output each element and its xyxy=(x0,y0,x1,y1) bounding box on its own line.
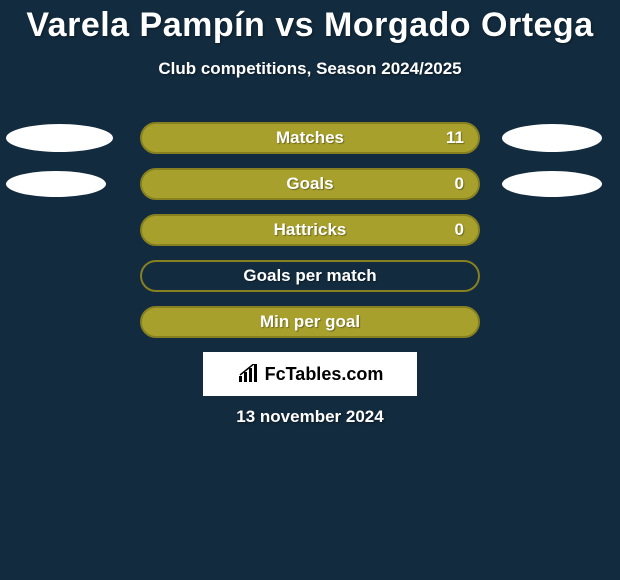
stat-bar: Hattricks 0 xyxy=(140,214,480,246)
right-ellipse xyxy=(502,171,602,197)
right-ellipse xyxy=(502,124,602,152)
logo-box: FcTables.com xyxy=(203,352,417,396)
stats-rows: Matches 11 Goals 0 Hattricks 0 Goals per… xyxy=(0,122,620,352)
stat-row-goals: Goals 0 xyxy=(0,168,620,200)
stat-bar: Matches 11 xyxy=(140,122,480,154)
stat-value: 0 xyxy=(455,220,464,240)
page-title: Varela Pampín vs Morgado Ortega xyxy=(0,0,620,45)
stat-row-goals-per-match: Goals per match xyxy=(0,260,620,292)
stat-bar: Min per goal xyxy=(140,306,480,338)
stat-bar: Goals per match xyxy=(140,260,480,292)
stat-value: 0 xyxy=(455,174,464,194)
stat-label: Min per goal xyxy=(260,312,360,332)
stat-row-hattricks: Hattricks 0 xyxy=(0,214,620,246)
date-label: 13 november 2024 xyxy=(0,407,620,427)
stat-label: Matches xyxy=(276,128,344,148)
stat-label: Goals per match xyxy=(243,266,376,286)
stat-row-matches: Matches 11 xyxy=(0,122,620,154)
left-ellipse xyxy=(6,171,106,197)
left-ellipse xyxy=(6,124,113,152)
subtitle: Club competitions, Season 2024/2025 xyxy=(0,59,620,79)
chart-icon xyxy=(237,364,261,384)
stat-bar: Goals 0 xyxy=(140,168,480,200)
logo-text: FcTables.com xyxy=(265,364,384,385)
stat-label: Hattricks xyxy=(274,220,347,240)
stat-label: Goals xyxy=(286,174,333,194)
stat-value: 11 xyxy=(446,128,464,148)
logo: FcTables.com xyxy=(237,364,384,385)
stat-row-min-per-goal: Min per goal xyxy=(0,306,620,338)
